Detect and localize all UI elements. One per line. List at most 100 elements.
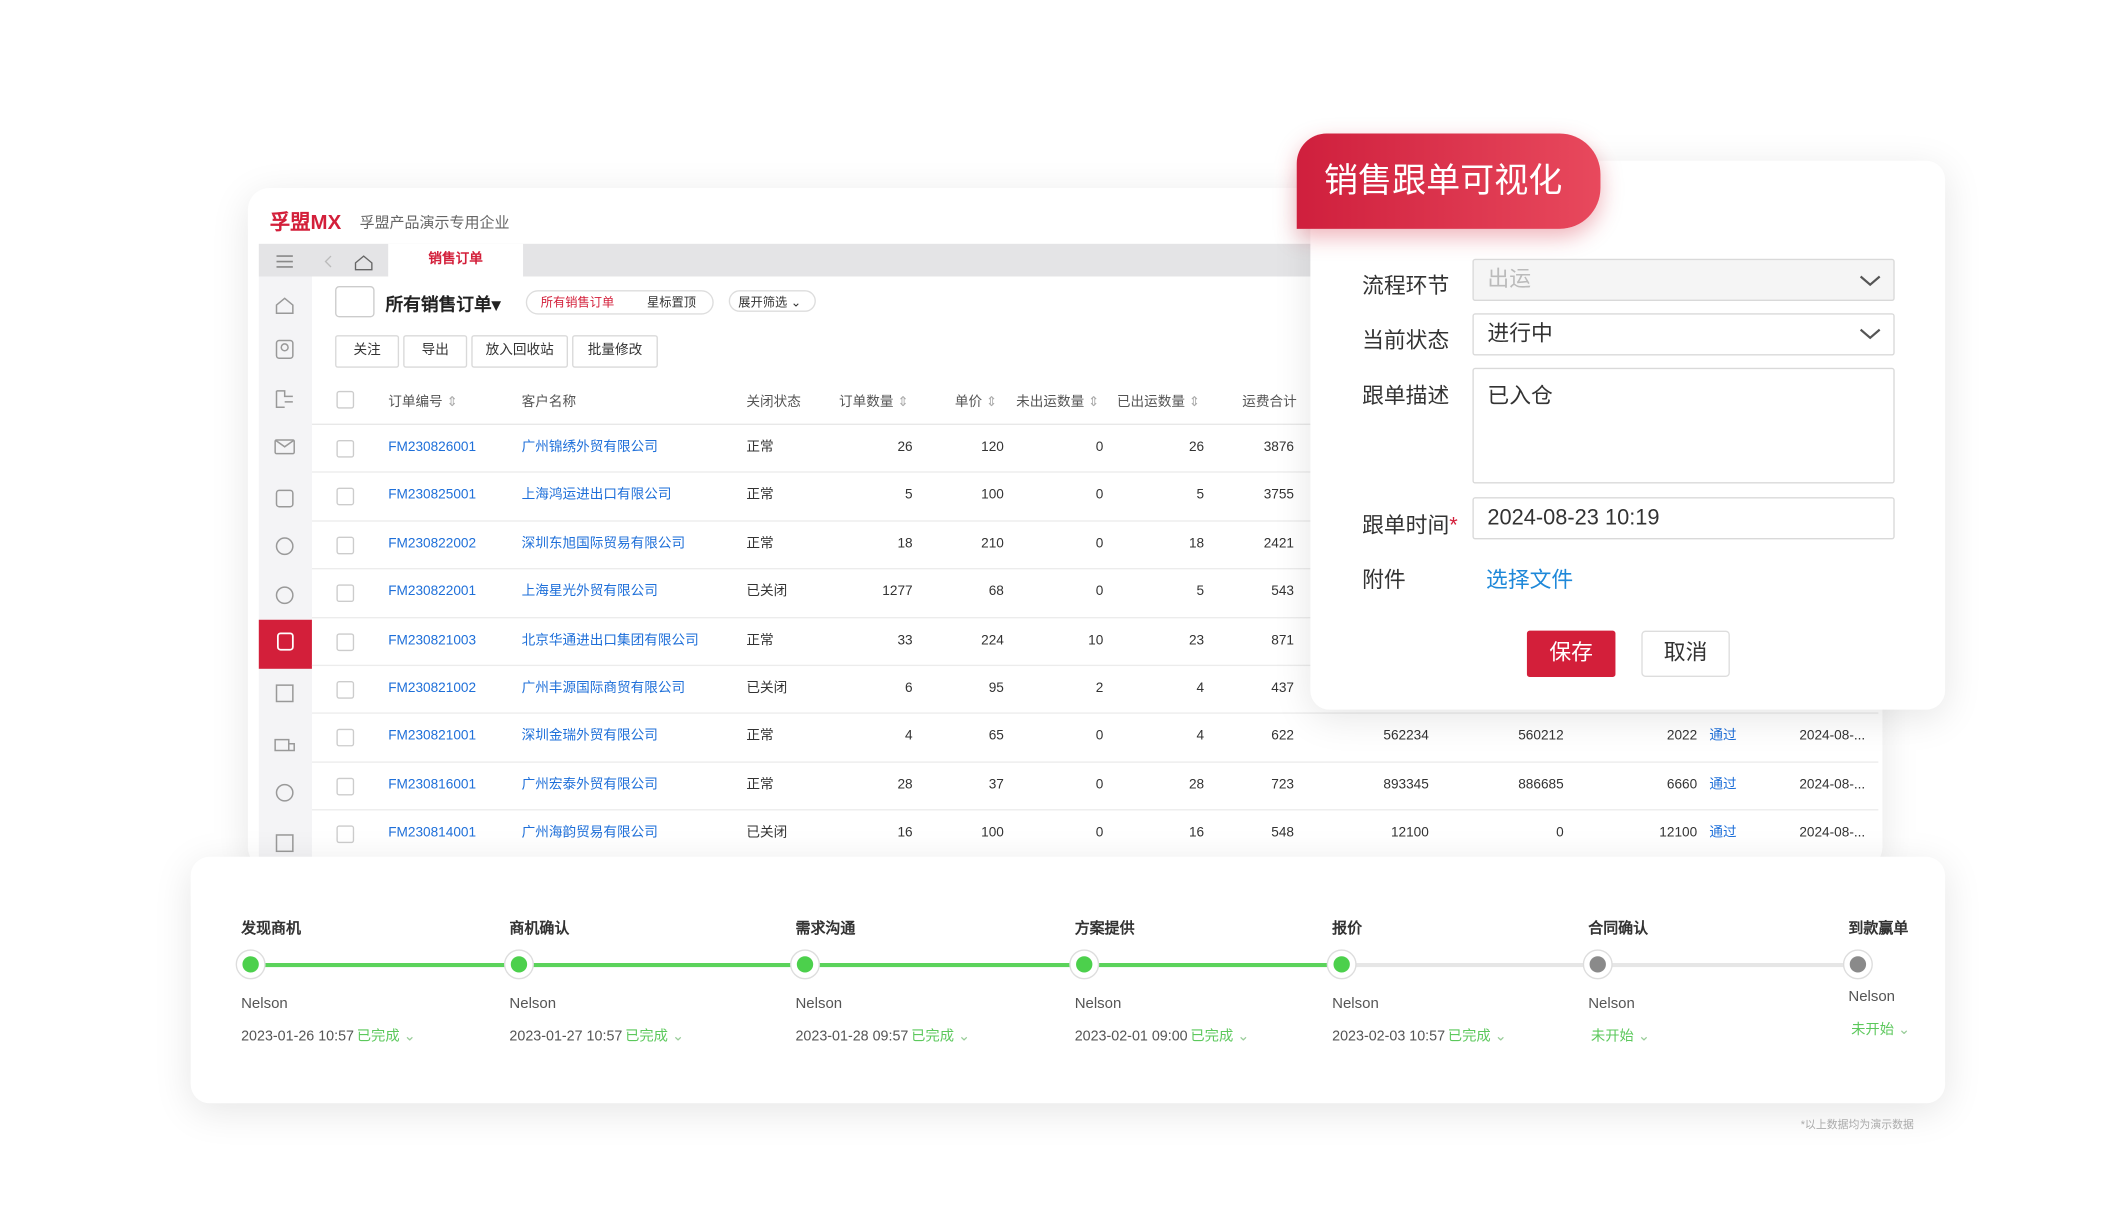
column-header: 运费合计 [1242,395,1297,410]
order-id[interactable]: FM230826001 [388,439,477,455]
order-id[interactable]: FM230825001 [388,488,477,504]
state-select[interactable]: 进行中 [1472,313,1895,356]
order-id[interactable]: FM230816001 [388,777,477,793]
step-status[interactable]: 已完成 [911,1028,955,1045]
active-tab[interactable]: 销售订单 [388,243,524,277]
table-cell: 95 [988,681,1004,697]
order-id[interactable]: FM230822002 [388,536,477,552]
order-id[interactable]: FM230821002 [388,681,477,697]
sidebar-active[interactable] [258,619,312,669]
sort-icon[interactable]: ⇕ [442,395,458,410]
step-status[interactable]: 已完成 [1447,1028,1491,1045]
view-title[interactable]: 所有销售订单▾ [385,294,501,315]
table-cell: 2024-08-... [1799,825,1866,841]
segment-item[interactable]: 星标置顶 [646,295,697,310]
order-id[interactable]: FM230821001 [388,729,477,745]
action-button[interactable]: 导出 [403,335,468,368]
attach-link[interactable]: 选择文件 [1486,569,1574,593]
checkbox[interactable] [336,536,355,555]
action-button[interactable]: 放入回收站 [471,335,568,368]
sort-icon[interactable]: ⇕ [893,395,909,410]
column-header: 订单数量 ⇕ [839,395,909,410]
table-cell: 16 [1188,825,1205,841]
footnote: *以上数据均为演示数据 [1800,1118,1914,1131]
checkbox[interactable] [336,681,355,699]
cancel-button[interactable]: 取消 [1641,630,1730,677]
column-header: 关闭状态 [746,395,801,410]
checkbox[interactable] [336,390,355,409]
table-cell: 2024-08-... [1799,777,1866,793]
sort-icon[interactable]: ⇕ [982,395,998,410]
segment-item[interactable]: 所有销售订单 [540,295,615,310]
checkbox[interactable] [336,777,355,796]
table-row [311,616,1879,667]
required-mark: * [1449,514,1458,539]
step-status[interactable]: 已完成 [356,1028,400,1045]
checkbox[interactable] [336,584,355,603]
step-status[interactable]: 未开始 [1851,1021,1894,1038]
table-cell[interactable]: 北京华通进出口集团有限公司 [521,632,699,648]
table-cell: 893345 [1383,777,1429,793]
step-status[interactable]: 未开始 [1590,1028,1634,1045]
table-cell: 210 [981,536,1004,552]
table-cell[interactable]: 深圳东旭国际贸易有限公司 [521,536,686,552]
table-cell[interactable]: 深圳金瑞外贸有限公司 [521,729,658,745]
table-cell: 正常 [746,439,774,455]
step-status[interactable]: 已完成 [1190,1028,1234,1045]
table-cell[interactable]: 广州宏泰外贸有限公司 [521,777,658,793]
company: 孚盟产品演示专用企业 [359,215,510,232]
save-button[interactable]: 保存 [1526,630,1616,677]
order-id[interactable]: FM230822001 [388,584,477,600]
table-cell: 2 [1095,681,1104,697]
table-cell[interactable]: 广州丰源国际商贸有限公司 [521,681,686,697]
filter-button[interactable]: 展开筛选 ⌄ [728,290,816,312]
checkbox[interactable] [336,632,355,651]
table-cell: 0 [1095,777,1104,793]
table-cell[interactable]: 广州锦绣外贸有限公司 [521,439,658,455]
sort-icon[interactable]: ⇕ [1185,395,1201,410]
checkbox[interactable] [336,729,355,747]
table-cell[interactable]: 通过 [1709,729,1737,745]
checkbox[interactable] [336,825,355,844]
order-id[interactable]: FM230821003 [388,632,477,648]
table-cell: 3876 [1263,439,1294,455]
time-input[interactable]: 2024-08-23 10:19 [1472,497,1895,540]
panel-badge: 销售跟单可视化 [1296,133,1601,229]
step-dot [1589,956,1606,973]
table-cell[interactable]: 上海鸿运进出口有限公司 [521,488,672,504]
table-cell: 28 [897,777,913,793]
sort-icon[interactable]: ⇕ [1084,395,1100,410]
step-status[interactable]: 已完成 [625,1028,668,1045]
action-button[interactable]: 批量修改 [572,335,658,368]
step-person: Nelson [241,995,288,1013]
action-button[interactable]: 关注 [335,335,400,368]
user-icon[interactable] [335,286,375,318]
table-row [311,424,1879,474]
table-cell: 1277 [882,584,913,600]
table-cell: 562234 [1383,729,1429,745]
table-cell: 12100 [1390,825,1429,841]
table-cell: 16 [897,825,913,841]
table-cell: 5 [1196,584,1205,600]
table-cell: 622 [1271,729,1294,745]
desc-textarea[interactable]: 已入仓 [1472,367,1895,484]
table-cell[interactable]: 广州海韵贸易有限公司 [521,825,658,841]
table-cell: 2024-08-... [1799,729,1866,745]
step-date: 2023-01-26 10:57 [241,1028,355,1045]
table-cell: 18 [1188,536,1205,552]
table-cell[interactable]: 通过 [1709,777,1737,793]
table-cell: 正常 [746,729,774,745]
order-id[interactable]: FM230814001 [388,825,477,841]
checkbox[interactable] [336,439,355,458]
field-label: 附件 [1362,569,1406,593]
step-meta: 2023-01-27 10:57 已完成 ⌄ [509,1026,684,1046]
table-cell[interactable]: 通过 [1709,825,1737,841]
stage-select[interactable]: 出运 [1472,258,1895,302]
table-cell[interactable]: 上海星光外贸有限公司 [521,584,658,600]
header-row [311,376,1879,425]
step-label: 方案提供 [1074,920,1135,938]
column-header: 客户名称 [521,395,577,410]
checkbox[interactable] [336,488,355,506]
step-person: Nelson [509,995,557,1013]
